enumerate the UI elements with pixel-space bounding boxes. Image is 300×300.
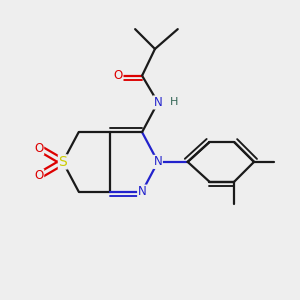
Text: S: S (58, 155, 67, 169)
Text: N: N (138, 185, 146, 198)
Text: O: O (34, 169, 44, 182)
Text: H: H (169, 98, 178, 107)
Text: N: N (154, 155, 162, 168)
Text: N: N (154, 96, 162, 109)
Text: O: O (34, 142, 44, 154)
Text: O: O (114, 69, 123, 82)
